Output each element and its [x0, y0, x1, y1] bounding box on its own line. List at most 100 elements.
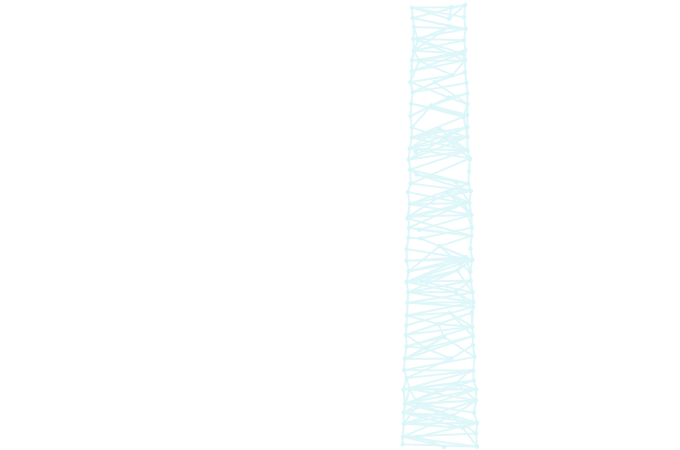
network-edge: [412, 17, 451, 28]
network-edge: [406, 357, 452, 380]
network-node: [465, 134, 470, 140]
network-node: [409, 58, 415, 63]
network-edge: [406, 314, 439, 326]
network-node: [463, 26, 468, 32]
network-node: [470, 257, 475, 262]
network-node: [474, 420, 480, 426]
network-node: [436, 321, 441, 327]
network-edge: [425, 347, 452, 360]
network-edge: [402, 443, 478, 448]
network-node: [401, 421, 407, 426]
network-edge: [402, 389, 406, 404]
network-node: [404, 258, 409, 263]
network-edge: [406, 336, 445, 348]
network-node: [468, 278, 473, 283]
network-node: [469, 233, 474, 239]
network-edge: [411, 104, 432, 129]
network-edge: [455, 291, 474, 308]
network-node: [467, 157, 473, 162]
network-node: [404, 313, 410, 318]
network-node: [442, 135, 447, 141]
network-node: [464, 80, 469, 86]
nodes: [400, 2, 480, 450]
network-edge: [409, 60, 421, 83]
network-node: [464, 112, 470, 118]
network-node: [400, 434, 406, 439]
network-node: [465, 148, 470, 153]
network-edge: [412, 3, 466, 19]
network-node: [437, 243, 442, 249]
network-node: [453, 381, 459, 386]
network-edge: [412, 81, 436, 94]
network-node: [407, 146, 412, 151]
network-node: [404, 279, 409, 285]
network-edge: [406, 256, 466, 262]
network-edge: [439, 234, 472, 248]
network-node: [406, 290, 411, 295]
network-edge: [451, 59, 466, 76]
network-node: [402, 401, 408, 406]
network-edge: [409, 388, 477, 402]
network-edge: [455, 370, 470, 385]
network-edge: [439, 128, 468, 138]
network-node: [405, 216, 410, 221]
network-node: [402, 356, 407, 362]
network-node: [466, 169, 472, 174]
network-edge: [403, 411, 464, 429]
network-edge: [406, 256, 467, 283]
network-edge: [409, 147, 468, 152]
network-node: [401, 367, 407, 373]
network-edge: [448, 4, 466, 20]
network-edge: [406, 369, 474, 380]
network-node: [465, 91, 470, 96]
network-node: [410, 90, 415, 95]
network-edge: [406, 311, 450, 317]
network-node: [465, 101, 470, 107]
network-node: [406, 269, 411, 274]
network-edge: [406, 301, 474, 317]
network-edge: [452, 414, 478, 424]
network-node: [465, 181, 471, 186]
network-node: [471, 378, 476, 383]
network-edge: [449, 312, 474, 337]
network-node: [470, 333, 476, 339]
network-node: [465, 124, 470, 130]
network-edge: [419, 52, 463, 62]
network-edge: [405, 325, 473, 336]
network-edge: [406, 306, 474, 327]
network-node: [411, 48, 416, 53]
network-node: [450, 73, 455, 78]
network-edge: [439, 245, 467, 259]
network-edge: [456, 256, 467, 272]
network-node: [403, 332, 409, 337]
network-node: [411, 24, 417, 30]
network-edge: [417, 403, 454, 417]
network-node: [429, 103, 434, 108]
network-edge: [430, 104, 464, 118]
network-edge: [417, 39, 466, 62]
network-node: [400, 442, 405, 447]
network-node: [462, 70, 468, 75]
network-node: [462, 58, 468, 63]
network-node: [453, 289, 458, 295]
network-node: [462, 38, 467, 43]
network-edge: [409, 149, 468, 171]
network-edge: [408, 136, 468, 161]
network-edge: [464, 256, 472, 273]
network-node: [471, 300, 476, 305]
network-node: [461, 201, 467, 206]
network-node: [474, 444, 480, 449]
network-node: [405, 300, 410, 305]
network-edge: [417, 403, 475, 414]
network-edge: [434, 81, 469, 105]
network-node: [467, 200, 472, 206]
network-edge: [402, 435, 478, 448]
network-node: [409, 135, 414, 140]
network-edge: [417, 25, 451, 41]
network-edge: [409, 169, 412, 184]
network-edge: [419, 228, 472, 237]
network-node: [463, 255, 468, 260]
network-edge: [410, 157, 471, 185]
network-node: [470, 342, 476, 348]
